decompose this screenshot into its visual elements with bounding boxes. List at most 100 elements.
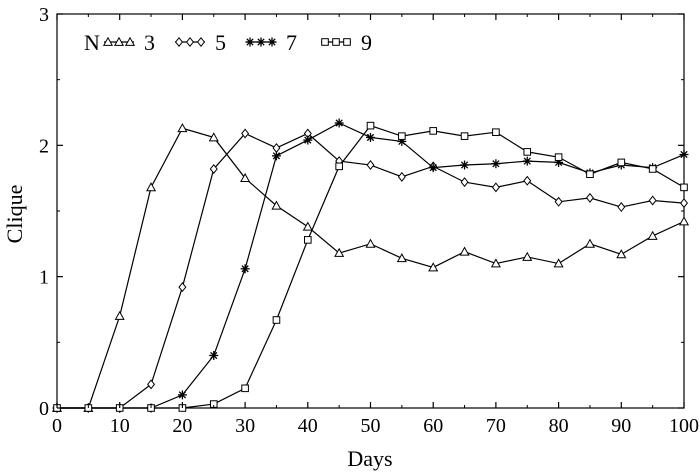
- data-point-asterisk: [679, 150, 689, 160]
- asterisk-stroke: [268, 38, 276, 46]
- data-point-square: [554, 153, 563, 161]
- data-point-asterisk: [491, 159, 501, 169]
- data-point-square: [648, 165, 657, 173]
- data-point-asterisk: [366, 132, 375, 142]
- data-point-diamond: [460, 177, 469, 188]
- data-point-asterisk: [245, 37, 255, 47]
- asterisk-stroke: [241, 265, 249, 273]
- asterisk-stroke: [178, 391, 187, 399]
- data-point-triangle: [553, 258, 564, 268]
- data-point-triangle: [365, 238, 376, 248]
- data-point-square: [332, 38, 340, 46]
- legend-label: 7: [286, 30, 297, 55]
- asterisk-stroke: [210, 351, 218, 360]
- data-point-diamond: [174, 36, 184, 48]
- data-point-triangle: [647, 230, 658, 240]
- y-tick-label: 1: [39, 267, 49, 289]
- data-point-diamond: [679, 198, 689, 209]
- data-point-square: [398, 132, 406, 140]
- data-point-diamond: [491, 182, 500, 193]
- data-point-triangle: [240, 172, 251, 183]
- data-point-asterisk: [177, 390, 187, 400]
- data-point-square: [241, 384, 249, 393]
- series-7: [52, 118, 689, 413]
- data-point-asterisk: [522, 156, 532, 166]
- data-point-triangle: [584, 238, 595, 248]
- data-point-diamond: [209, 163, 218, 174]
- data-point-asterisk: [428, 163, 438, 173]
- x-tick-label: 70: [486, 415, 506, 437]
- data-point-diamond: [366, 160, 375, 171]
- data-point-diamond: [648, 195, 657, 206]
- data-point-diamond: [523, 175, 532, 186]
- data-point-diamond: [147, 379, 156, 390]
- data-point-triangle: [124, 36, 136, 46]
- legend-item-3: 3: [102, 30, 155, 55]
- data-point-diamond: [185, 36, 195, 48]
- data-point-asterisk: [271, 151, 281, 161]
- x-tick-label: 0: [52, 415, 62, 437]
- data-point-diamond: [617, 202, 626, 213]
- data-point-triangle: [113, 36, 125, 46]
- data-point-diamond: [178, 282, 187, 293]
- data-point-square: [680, 183, 688, 192]
- x-tick-label: 60: [423, 415, 443, 437]
- data-point-triangle: [302, 221, 313, 231]
- data-point-square: [586, 170, 594, 179]
- legend-item-5: 5: [174, 30, 226, 55]
- x-tick-label: 30: [235, 415, 255, 437]
- legend-item-9: 9: [321, 30, 372, 55]
- legend-label: 5: [215, 30, 226, 55]
- legend: N 3 5 7 9: [84, 30, 372, 55]
- data-point-triangle: [102, 36, 114, 46]
- plot-border: [56, 13, 685, 409]
- legend-item-7: 7: [245, 30, 297, 55]
- data-point-triangle: [146, 182, 157, 192]
- asterisk-stroke: [460, 161, 469, 169]
- asterisk-stroke: [429, 164, 437, 172]
- data-point-triangle: [428, 262, 439, 272]
- asterisk-stroke: [246, 38, 254, 46]
- legend-label: 9: [361, 30, 372, 55]
- data-point-triangle: [490, 258, 501, 268]
- data-point-square: [617, 158, 626, 167]
- data-point-triangle: [271, 200, 282, 210]
- data-point-asterisk: [303, 135, 313, 145]
- data-point-asterisk: [209, 350, 219, 360]
- y-tick-label: 2: [39, 135, 49, 157]
- x-tick-label: 20: [172, 415, 192, 437]
- series-layer: [51, 118, 690, 414]
- data-point-square: [343, 38, 351, 46]
- data-point-square: [492, 128, 500, 136]
- data-point-triangle: [177, 123, 188, 133]
- data-point-square: [429, 127, 437, 135]
- data-point-triangle: [114, 310, 125, 320]
- data-point-asterisk: [460, 160, 470, 170]
- data-point-asterisk: [267, 37, 277, 47]
- y-tick-label: 3: [39, 4, 49, 26]
- data-point-square: [272, 316, 281, 324]
- data-point-diamond: [241, 128, 250, 139]
- data-point-asterisk: [240, 264, 250, 274]
- asterisk-stroke: [680, 150, 688, 159]
- data-point-asterisk: [256, 37, 266, 47]
- plot-frame: [56, 13, 685, 409]
- y-axis-title: Clique: [2, 185, 27, 244]
- x-tick-label: 90: [611, 415, 631, 437]
- data-point-diamond: [397, 171, 406, 182]
- asterisk-stroke: [335, 119, 343, 127]
- x-tick-label: 100: [669, 415, 699, 437]
- data-point-square: [366, 121, 375, 130]
- x-tick-label: 10: [110, 415, 130, 437]
- data-point-triangle: [678, 216, 690, 226]
- data-point-triangle: [459, 246, 470, 256]
- data-point-triangle: [208, 132, 219, 142]
- data-point-triangle: [396, 253, 407, 263]
- x-tick-label: 40: [298, 415, 318, 437]
- asterisk-stroke: [304, 136, 312, 144]
- x-axis-title: Days: [347, 446, 392, 471]
- data-point-square: [523, 148, 532, 156]
- asterisk-stroke: [366, 133, 375, 142]
- data-point-square: [304, 236, 312, 244]
